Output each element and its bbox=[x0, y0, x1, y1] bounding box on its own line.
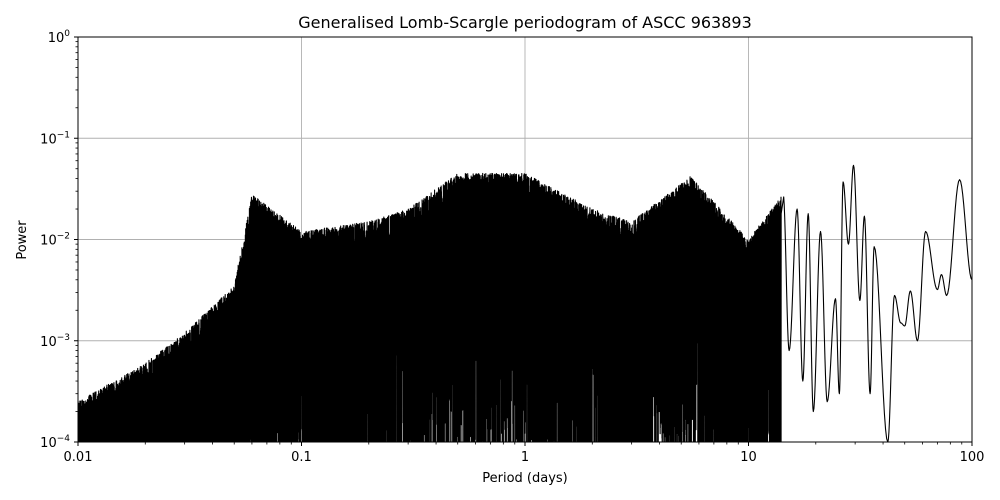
x-tick-label: 0.01 bbox=[64, 450, 93, 465]
periodogram-line bbox=[78, 164, 972, 442]
y-tick-label: 100 bbox=[48, 29, 71, 46]
x-tick-label: 10 bbox=[740, 450, 757, 465]
x-tick-label: 0.1 bbox=[291, 450, 312, 465]
chart-title: Generalised Lomb-Scargle periodogram of … bbox=[298, 13, 752, 32]
y-tick-label: 10−1 bbox=[40, 130, 70, 147]
y-axis-label: Power bbox=[15, 220, 30, 260]
x-axis-ticks: 0.01 0.1 1 10 100 bbox=[64, 442, 985, 465]
y-tick-label: 10−3 bbox=[40, 333, 70, 350]
x-tick-label: 100 bbox=[960, 450, 985, 465]
y-tick-label: 10−2 bbox=[40, 232, 70, 249]
x-tick-label: 1 bbox=[521, 450, 529, 465]
y-tick-label: 10−4 bbox=[40, 434, 70, 451]
x-axis-label: Period (days) bbox=[482, 471, 568, 486]
y-axis-ticks: 100 10−1 10−2 10−3 10−4 bbox=[40, 29, 78, 451]
